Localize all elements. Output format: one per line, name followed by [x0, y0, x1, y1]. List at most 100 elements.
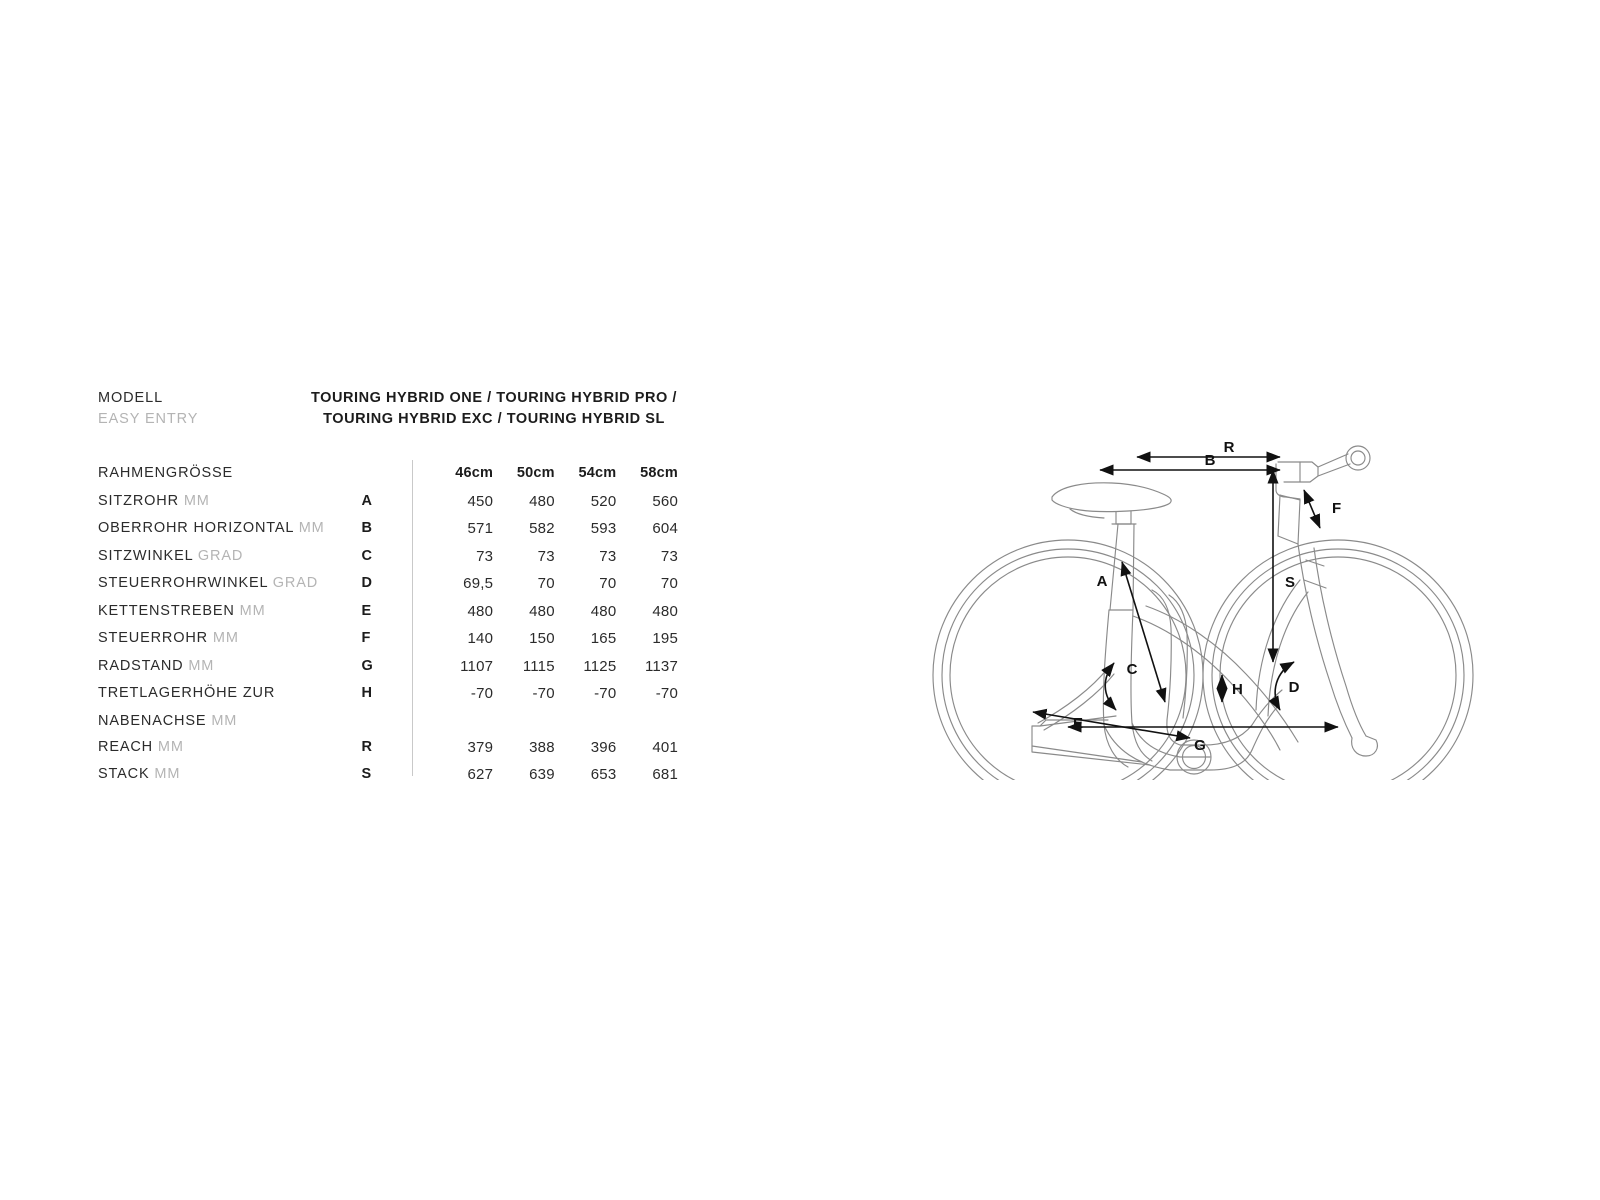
cell-value: 480 [529, 492, 555, 510]
row-letter-f: F [361, 630, 371, 646]
downtube-battery [1151, 589, 1199, 746]
frame-size-header-label: RAHMENGRÖSSE [98, 465, 234, 481]
row-label-line-2: NABENACHSE MM [98, 708, 361, 734]
model-variants-line-2: TOURING HYBRID EXC / TOURING HYBRID SL [323, 411, 665, 427]
table-row: TRETLAGERHÖHE ZUR NABENACHSE MM H -70 -7… [98, 680, 678, 734]
saddle [1051, 482, 1172, 525]
cell-value: -70 [470, 685, 494, 702]
row-label-sitzwinkel: SITZWINKEL GRAD [98, 543, 361, 571]
row-label-stack: STACK MM [98, 761, 361, 789]
row-unit-text: MM [154, 766, 181, 782]
row-label-text: OBERROHR HORIZONTAL [98, 520, 294, 536]
size-column-header-46: 46cm [455, 465, 494, 481]
dimension-label-a: A [1097, 573, 1108, 590]
cell-value: 593 [590, 520, 617, 537]
cell-value: 73 [537, 547, 555, 565]
dimension-label-g: G [1194, 737, 1206, 754]
row-label-text-line-2: NABENACHSE [98, 712, 207, 729]
cell-value: 480 [529, 602, 555, 620]
dimension-label-f: F [1332, 500, 1341, 517]
cell-value: 653 [590, 766, 617, 783]
cell-value: -70 [594, 685, 617, 702]
cell-value: 165 [590, 630, 617, 647]
row-letter-s: S [361, 766, 372, 782]
row-label-text: SITZWINKEL [98, 547, 193, 564]
table-column-divider [412, 460, 413, 776]
seatpost [1108, 523, 1135, 611]
cell-value: 480 [590, 602, 617, 620]
dimension-label-group: R B S A F C D E H G [1073, 439, 1341, 754]
row-label-text: SITZROHR [98, 492, 179, 509]
cell-value: 450 [467, 492, 494, 510]
dimension-label-c: C [1127, 661, 1138, 678]
dimension-line-a [1120, 561, 1167, 703]
row-label-text: REACH [98, 738, 154, 755]
row-unit-text: MM [157, 738, 184, 755]
row-unit-text: MM [188, 657, 215, 674]
front-fender [1255, 579, 1309, 717]
cell-value: 73 [476, 547, 494, 565]
row-unit-text: MM [239, 602, 266, 619]
dimension-arc-d [1268, 661, 1295, 711]
rear-wheel [932, 539, 1204, 780]
cell-value: -70 [655, 685, 678, 702]
handlebar-stem [1275, 445, 1371, 500]
cell-value: 140 [467, 630, 494, 647]
geometry-table-block: MODELL EASY ENTRY TOURING HYBRID ONE / T… [98, 388, 678, 783]
model-header: MODELL EASY ENTRY TOURING HYBRID ONE / T… [98, 388, 678, 444]
table-row: STACK MM S 627 639 653 681 [98, 761, 678, 789]
row-label-reach: REACH MM [98, 734, 361, 762]
row-label-text: KETTENSTREBEN [98, 602, 235, 619]
row-unit-text: MM [212, 630, 239, 646]
cell-value: 1115 [522, 657, 555, 675]
row-label-text: STEUERROHR [98, 630, 209, 646]
cell-value: 379 [467, 738, 494, 756]
cell-value: 1125 [583, 657, 617, 675]
row-label-steuerrohrwinkel: STEUERROHRWINKEL GRAD [98, 570, 361, 598]
cell-value: 560 [652, 492, 678, 510]
bottom-bracket [1176, 739, 1212, 775]
cell-value: 480 [467, 602, 494, 620]
size-column-header-54: 54cm [578, 465, 617, 481]
dimension-label-s: S [1285, 574, 1295, 591]
row-letter-b: B [361, 520, 373, 536]
table-row: SITZROHR MM A 450 480 520 560 [98, 488, 678, 516]
cell-value: 73 [599, 547, 617, 565]
dimension-label-e: E [1073, 715, 1083, 732]
row-letter-d: D [361, 575, 373, 591]
cell-value: 388 [529, 738, 555, 756]
cell-value: 70 [660, 575, 678, 592]
cell-value: 1137 [644, 657, 678, 675]
row-label-tretlagerhoehe-zur-nabenachse: TRETLAGERHÖHE ZUR NABENACHSE MM [98, 680, 361, 734]
table-row: STEUERROHRWINKEL GRAD D 69,5 70 70 70 [98, 570, 678, 598]
head-tube [1277, 494, 1301, 545]
dimension-line-f [1303, 489, 1321, 529]
row-label-text: RADSTAND [98, 657, 184, 674]
cell-value: 396 [590, 738, 617, 756]
cell-value: 480 [652, 602, 678, 620]
dimension-annotations [1032, 451, 1339, 742]
model-label: MODELL [98, 390, 164, 406]
row-unit-text: MM [183, 492, 210, 509]
row-unit-text: MM [211, 712, 238, 729]
row-letter-c: C [361, 547, 373, 564]
model-subtitle: EASY ENTRY [98, 411, 199, 427]
cell-value: 69,5 [463, 575, 494, 592]
cell-value: 70 [599, 575, 617, 592]
row-unit-text: GRAD [197, 547, 244, 564]
dimension-label-r: R [1224, 439, 1235, 456]
size-column-header-50: 50cm [516, 465, 555, 481]
row-unit-text: MM [298, 520, 325, 536]
cell-value: 604 [652, 520, 678, 537]
cell-value: 195 [652, 630, 678, 647]
row-label-text-line-1: TRETLAGERHÖHE ZUR [98, 685, 276, 701]
model-header-left: MODELL EASY ENTRY [98, 388, 198, 430]
table-row: STEUERROHR MM F 140 150 165 195 [98, 625, 678, 653]
dimension-label-d: D [1289, 679, 1300, 696]
cell-value: 520 [590, 492, 617, 510]
row-letter-h: H [361, 685, 373, 701]
row-letter-a: A [361, 492, 373, 509]
table-row: OBERROHR HORIZONTAL MM B 571 582 593 604 [98, 515, 678, 543]
cell-value: 571 [467, 520, 494, 537]
cell-value: 627 [467, 766, 494, 783]
